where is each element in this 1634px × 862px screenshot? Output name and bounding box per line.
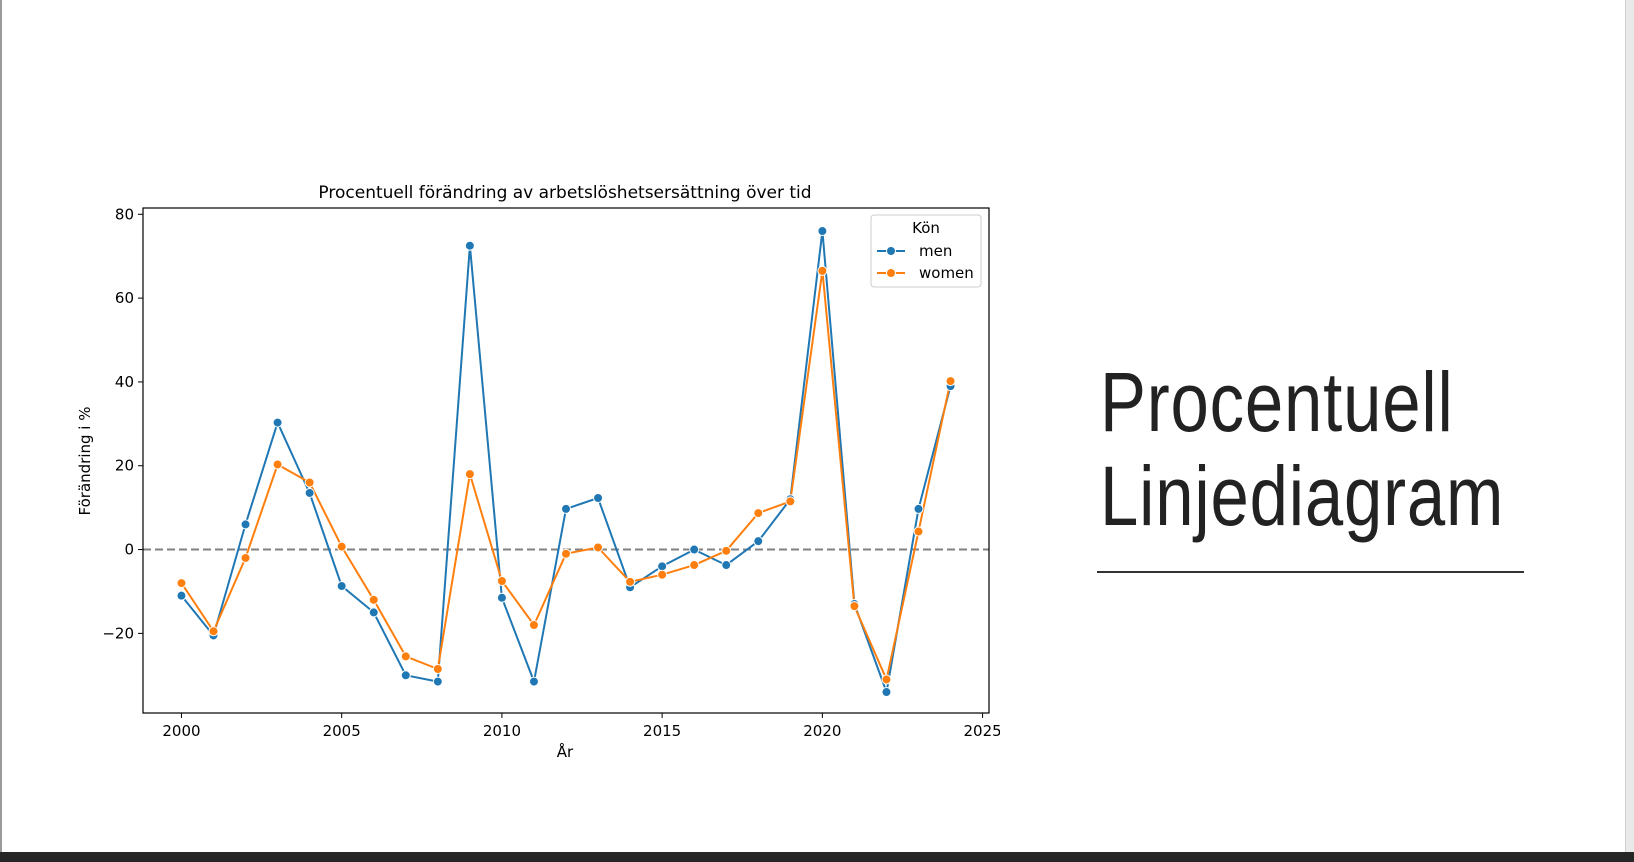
slide-heading-line-2: Linjediagram — [1100, 449, 1505, 543]
point-women-2010 — [496, 575, 507, 586]
point-women-2020 — [817, 265, 828, 276]
point-men-2002 — [240, 519, 251, 530]
y-tick-label-80: 80 — [115, 205, 134, 223]
x-tick-label-2005: 2005 — [323, 722, 361, 740]
point-women-2011 — [528, 619, 539, 630]
slide-left-border — [0, 0, 2, 852]
axes-frame — [142, 207, 990, 714]
point-men-2017 — [721, 560, 732, 571]
point-women-2013 — [593, 542, 604, 553]
x-tick-label-2025: 2025 — [963, 722, 1000, 740]
x-tick-label-2000: 2000 — [162, 722, 200, 740]
legend-marker-men — [886, 246, 896, 256]
slide-right-border — [1625, 0, 1634, 852]
legend-label-women: women — [919, 264, 974, 282]
x-tick-label-2020: 2020 — [803, 722, 841, 740]
series-line-men — [180, 230, 952, 693]
x-axis-label: År — [557, 742, 574, 761]
point-men-2018 — [753, 536, 764, 547]
y-tick-label-0: 0 — [124, 541, 134, 559]
point-men-2009 — [464, 240, 475, 251]
chart-title: Procentuell förändring av arbetslöshetse… — [318, 183, 811, 203]
point-men-2016 — [689, 544, 700, 555]
legend: Kön men women — [870, 214, 982, 288]
point-women-2017 — [721, 545, 732, 556]
y-axis-label: Förändring i % — [76, 407, 94, 516]
point-women-2008 — [432, 663, 443, 674]
legend-box — [870, 214, 982, 288]
legend-marker-women — [886, 268, 896, 278]
slide-heading: Procentuell Linjediagram — [1100, 355, 1504, 543]
point-women-2021 — [849, 601, 860, 612]
point-women-2014 — [625, 576, 636, 587]
point-men-2006 — [368, 607, 379, 618]
slide-heading-line-1: Procentuell — [1100, 355, 1454, 449]
point-men-2007 — [400, 670, 411, 681]
point-men-2015 — [657, 561, 668, 572]
point-women-2024 — [945, 376, 956, 387]
point-women-2006 — [368, 594, 379, 605]
point-women-2012 — [561, 548, 571, 559]
point-men-2005 — [336, 581, 347, 592]
point-women-2005 — [336, 541, 347, 552]
plot-area: 2000 2005 2010 2015 2020 2025 −20 0 20 40 60 80 — [102, 205, 1000, 740]
point-men-2012 — [561, 503, 571, 514]
point-women-2000 — [176, 578, 187, 589]
series-line-women — [180, 269, 952, 681]
y-tick-label--20: −20 — [102, 624, 134, 642]
point-men-2004 — [304, 487, 315, 498]
point-women-2016 — [689, 560, 700, 571]
y-tick-label-20: 20 — [115, 457, 134, 475]
point-men-2013 — [593, 493, 604, 504]
point-men-2020 — [817, 226, 828, 237]
line-chart: Procentuell förändring av arbetslöshetse… — [76, 183, 1000, 761]
point-men-2003 — [272, 417, 283, 428]
x-tick-label-2015: 2015 — [643, 722, 681, 740]
heading-underline — [1097, 571, 1524, 573]
point-women-2022 — [881, 674, 892, 685]
point-women-2009 — [464, 469, 475, 480]
x-tick-label-2010: 2010 — [483, 722, 521, 740]
point-women-2001 — [208, 626, 219, 637]
point-men-2022 — [881, 687, 892, 698]
y-tick-label-60: 60 — [115, 289, 134, 307]
slide-bottom-bar — [0, 852, 1634, 862]
point-men-2000 — [176, 590, 187, 601]
point-men-2011 — [528, 676, 539, 687]
y-tick-label-40: 40 — [115, 373, 134, 391]
point-men-2008 — [432, 676, 443, 687]
point-women-2019 — [785, 496, 796, 507]
point-women-2004 — [304, 477, 315, 488]
point-women-2007 — [400, 651, 411, 662]
legend-label-men: men — [919, 242, 952, 260]
point-women-2003 — [272, 459, 283, 470]
point-women-2023 — [913, 526, 924, 537]
point-women-2002 — [240, 552, 251, 563]
point-women-2018 — [753, 508, 764, 519]
point-men-2010 — [496, 592, 507, 603]
point-women-2015 — [657, 569, 668, 580]
legend-title: Kön — [912, 219, 940, 237]
point-men-2023 — [913, 503, 924, 514]
